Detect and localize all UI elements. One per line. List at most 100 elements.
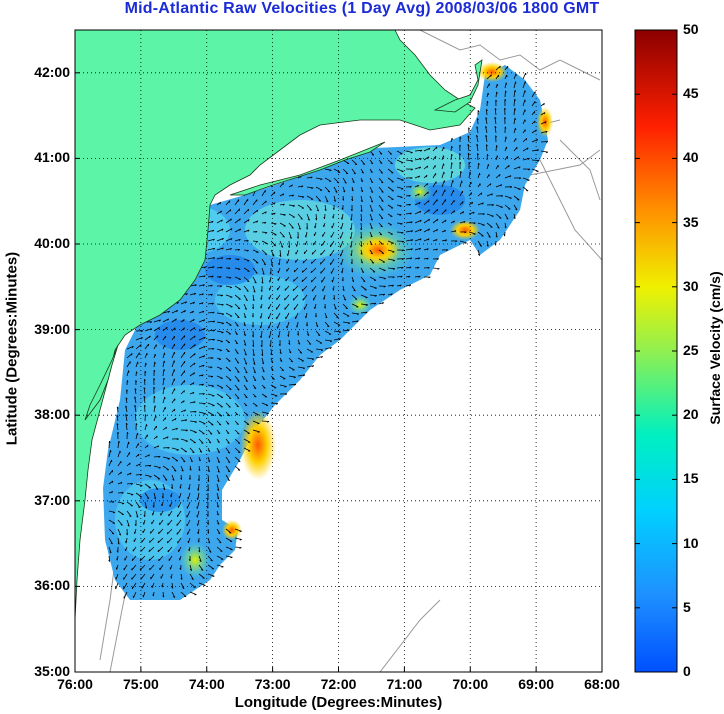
velocity-vector	[108, 459, 112, 467]
velocity-vector	[522, 147, 529, 152]
velocity-vector-head	[418, 248, 421, 250]
velocity-vector	[234, 384, 240, 391]
velocity-vector	[157, 537, 164, 544]
velocity-vector-head	[264, 221, 267, 224]
velocity-vector	[135, 492, 142, 498]
velocity-vector	[135, 352, 140, 359]
velocity-vector-head	[229, 257, 232, 260]
velocity-vector	[216, 411, 223, 417]
velocity-vector	[188, 537, 191, 544]
velocity-vector-head	[399, 214, 402, 216]
velocity-vector-head	[157, 549, 159, 552]
velocity-vector-head	[212, 348, 215, 350]
velocity-vector-head	[269, 272, 272, 275]
velocity-vector	[171, 309, 178, 314]
velocity-vector-head	[206, 514, 209, 517]
velocity-vector	[513, 204, 518, 211]
velocity-vector	[153, 492, 157, 500]
velocity-vector	[306, 365, 314, 368]
velocity-vector	[315, 204, 320, 212]
velocity-vector	[117, 501, 125, 504]
velocity-vector-head	[275, 403, 279, 405]
velocity-vector	[477, 222, 485, 226]
velocity-vector	[131, 564, 137, 571]
velocity-vector-head	[263, 263, 266, 266]
velocity-vector-head	[235, 333, 238, 335]
velocity-vector	[324, 168, 332, 171]
velocity-vector	[504, 82, 507, 89]
velocity-vector-head	[255, 241, 258, 243]
velocity-vector	[117, 492, 124, 494]
velocity-vector	[131, 555, 137, 562]
velocity-vector-head	[292, 288, 295, 291]
velocity-vector-head	[349, 227, 352, 231]
velocity-vector	[297, 213, 303, 220]
velocity-vector-head	[146, 497, 150, 500]
velocity-vector-head	[293, 376, 296, 379]
velocity-vector	[287, 249, 290, 256]
velocity-vector	[125, 405, 128, 413]
velocity-vector-head	[265, 232, 268, 234]
velocity-vector	[189, 318, 195, 323]
velocity-vector-head	[230, 228, 233, 231]
velocity-vector-head	[490, 74, 492, 77]
velocity-vector	[285, 276, 290, 282]
velocity-vector-head	[201, 302, 204, 305]
velocity-vector	[189, 411, 197, 413]
velocity-vector-head	[247, 208, 250, 212]
velocity-vector-head	[349, 236, 352, 239]
velocity-vector	[350, 231, 353, 239]
velocity-vector	[459, 171, 462, 179]
velocity-vector	[225, 276, 232, 278]
velocity-vector	[252, 402, 258, 407]
velocity-vector	[243, 348, 247, 356]
velocity-vector	[196, 501, 200, 509]
velocity-vector	[144, 464, 152, 467]
velocity-vector	[378, 302, 384, 305]
velocity-vector-head	[360, 236, 362, 239]
velocity-vector-head	[227, 442, 230, 444]
velocity-vector-head	[228, 267, 231, 270]
velocity-vector-head	[288, 245, 290, 248]
velocity-vector-head	[125, 405, 128, 408]
velocity-vector	[207, 420, 214, 426]
velocity-vector	[162, 591, 165, 598]
velocity-vector-head	[298, 342, 301, 345]
velocity-vector-head	[236, 405, 239, 408]
velocity-vector	[108, 546, 112, 554]
velocity-vector	[225, 555, 233, 558]
velocity-vector	[477, 231, 484, 237]
velocity-vector-head	[306, 227, 308, 230]
velocity-vector	[171, 474, 175, 481]
velocity-vector-head	[467, 144, 470, 147]
velocity-vector	[207, 338, 215, 341]
velocity-vector	[285, 312, 290, 320]
velocity-vector	[450, 171, 453, 179]
colorbar-tick-label: 20	[683, 406, 699, 423]
velocity-vector-head	[473, 222, 476, 225]
velocity-vector	[252, 267, 258, 274]
velocity-vector	[340, 249, 344, 257]
velocity-vector	[268, 312, 272, 320]
velocity-vector	[513, 98, 516, 107]
velocity-vector-head	[370, 191, 374, 193]
velocity-vector-head	[309, 209, 312, 211]
velocity-vector-head	[427, 267, 430, 269]
velocity-vector-head	[188, 487, 190, 490]
velocity-vector-head	[227, 414, 230, 417]
colorbar	[634, 29, 678, 673]
velocity-vector-head	[129, 515, 132, 517]
velocity-vector-head	[290, 360, 293, 363]
velocity-vector-head	[194, 411, 197, 413]
colorbar-tick-label: 0	[683, 663, 691, 679]
velocity-vector-head	[515, 81, 517, 84]
velocity-vector	[180, 438, 188, 442]
x-tick-label: 74:00	[188, 676, 225, 692]
velocity-vector	[270, 375, 275, 380]
velocity-vector-head	[282, 236, 285, 238]
velocity-vector	[171, 388, 176, 395]
velocity-vector-head	[134, 404, 137, 408]
velocity-vector-head	[485, 134, 488, 137]
velocity-vector-head	[202, 393, 205, 396]
x-tick-label: 68:00	[584, 676, 620, 692]
